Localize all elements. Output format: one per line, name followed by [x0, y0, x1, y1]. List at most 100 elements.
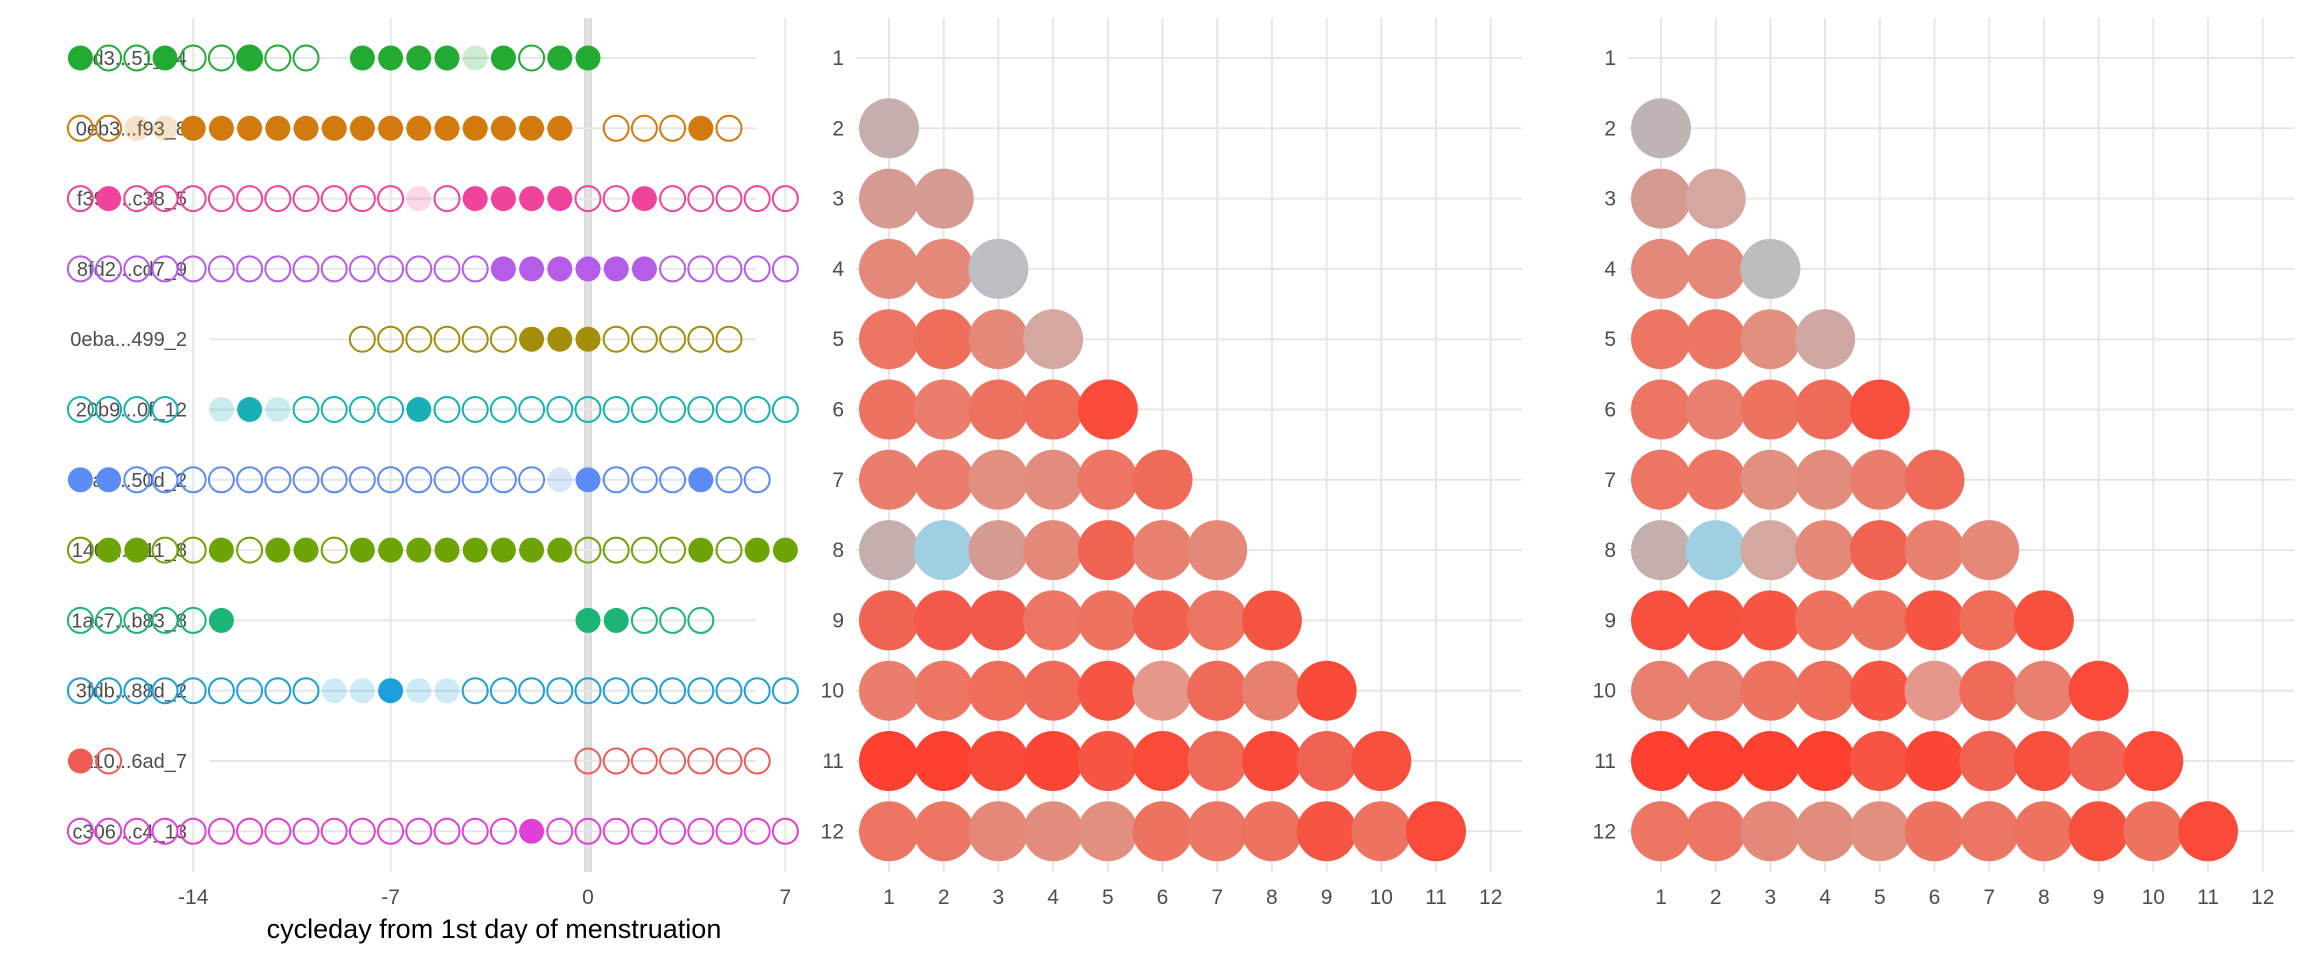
open-dot — [95, 114, 123, 142]
y-tick-label: 11 — [822, 750, 844, 773]
row-label: 0110...6ad_7 — [72, 751, 187, 773]
x-tick-label: 1 — [883, 886, 895, 909]
filled-dot — [575, 607, 601, 633]
filled-dot — [519, 186, 545, 212]
heat-bubble — [1241, 590, 1302, 651]
heat-bubble — [859, 520, 919, 581]
heat-bubble — [1187, 801, 1248, 862]
heat-bubble — [1631, 590, 1691, 651]
filled-dot — [67, 45, 93, 71]
faded-dot — [462, 45, 488, 71]
heat-bubble — [1631, 98, 1691, 159]
faded-dot — [406, 186, 432, 212]
row-label: 20b9...0f_12 — [76, 400, 187, 422]
filled-dot — [688, 467, 714, 493]
open-dot — [236, 536, 264, 564]
x-tick-label: 11 — [2197, 886, 2219, 909]
heat-bubble — [1795, 449, 1856, 510]
heat-bubble — [1631, 660, 1691, 721]
open-dot — [602, 396, 630, 423]
row-label: 8fd2...cd7_9 — [77, 259, 187, 281]
open-dot — [95, 677, 123, 705]
row-label: 3fdb...88d_2 — [76, 681, 187, 703]
heat-bubble — [1959, 660, 2020, 721]
filled-dot — [321, 115, 347, 141]
y-tick-label: 4 — [1604, 258, 1616, 281]
heat-bubble — [1685, 590, 1746, 651]
y-tick-label: 6 — [1604, 399, 1616, 422]
heat-bubble — [1631, 168, 1691, 229]
heat-bubble — [1023, 801, 1084, 862]
filled-dot — [349, 45, 375, 71]
heat-bubble — [1077, 660, 1138, 721]
heat-bubble — [913, 520, 974, 581]
heat-bubble — [1849, 731, 1910, 791]
filled-dot — [575, 326, 601, 352]
open-dot — [602, 466, 630, 494]
y-tick-label: 1 — [832, 47, 844, 70]
heat-bubble — [859, 660, 919, 721]
open-dot — [659, 677, 687, 705]
heat-bubble — [2123, 801, 2184, 862]
heat-bubble — [2178, 801, 2238, 862]
filled-dot — [96, 467, 122, 493]
heat-bubble — [2068, 801, 2129, 862]
filled-dot — [519, 326, 545, 352]
filled-dot — [434, 537, 460, 563]
x-tick-label: 7 — [780, 886, 792, 909]
open-dot — [377, 255, 405, 283]
filled-dot — [575, 256, 601, 282]
filled-dot — [631, 256, 657, 282]
filled-dot — [152, 45, 178, 71]
x-tick-label: 12 — [1479, 886, 1502, 909]
open-dot — [292, 185, 320, 213]
open-dot — [687, 255, 715, 283]
heat-bubble — [968, 309, 1029, 370]
open-dot — [66, 817, 94, 845]
row-label: 0eba...499_2 — [70, 329, 187, 351]
faded-dot — [349, 678, 375, 704]
filled-dot — [519, 115, 545, 141]
row-label: c306...c4_13 — [72, 821, 187, 843]
filled-dot — [519, 818, 545, 844]
open-dot — [687, 396, 715, 423]
filled-dot — [547, 326, 573, 352]
open-dot — [264, 817, 292, 845]
open-dot — [433, 396, 461, 423]
filled-dot — [293, 537, 319, 563]
heat-bubble — [968, 660, 1029, 721]
open-dot — [687, 325, 715, 353]
open-dot — [348, 255, 376, 283]
heat-bubble — [2068, 731, 2129, 791]
x-tick-label: 7 — [1211, 886, 1223, 909]
open-dot — [687, 817, 715, 845]
heat-bubble — [1132, 660, 1193, 721]
faded-dot — [152, 115, 178, 141]
heat-bubble — [1132, 590, 1193, 651]
filled-dot — [406, 537, 432, 563]
heat-bubble — [1023, 309, 1084, 370]
filled-dot — [603, 607, 629, 633]
heat-bubble — [2013, 801, 2074, 862]
open-dot — [771, 677, 799, 705]
heat-bubble — [1740, 449, 1801, 510]
filled-dot — [490, 537, 516, 563]
heat-bubble — [1132, 449, 1193, 510]
heat-bubble — [1959, 801, 2020, 862]
open-dot — [630, 817, 658, 845]
heat-bubble — [1740, 520, 1801, 581]
heat-bubble — [1023, 731, 1084, 791]
heat-bubble — [2013, 660, 2074, 721]
open-dot — [292, 466, 320, 494]
open-dot — [348, 185, 376, 213]
heat-bubble — [1849, 449, 1910, 510]
heat-bubble — [1795, 660, 1856, 721]
open-dot — [630, 466, 658, 494]
heat-bubble — [1795, 309, 1856, 370]
heat-bubble — [1406, 801, 1466, 862]
open-dot — [743, 396, 771, 423]
open-dot — [320, 466, 348, 494]
heat-bubble — [1849, 801, 1910, 862]
heat-bubble — [913, 309, 974, 370]
open-dot — [715, 747, 743, 775]
